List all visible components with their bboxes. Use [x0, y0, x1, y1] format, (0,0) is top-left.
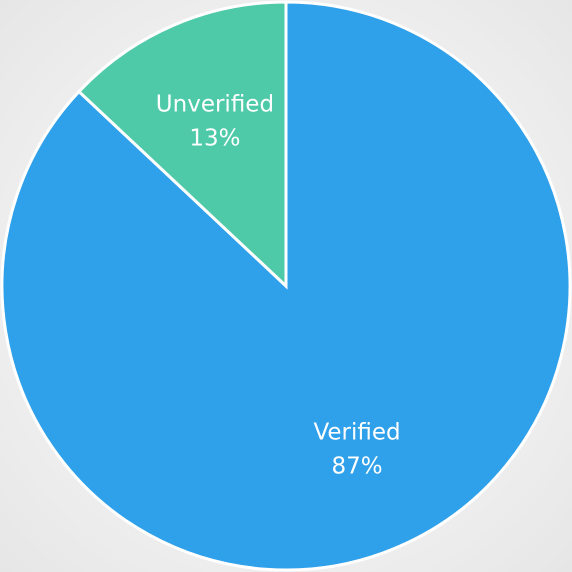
- slice-value: 87%: [331, 454, 382, 480]
- slice-label: Unverified: [156, 91, 274, 117]
- slice-value: 13%: [189, 125, 240, 151]
- pie-slice: [76, 0, 288, 290]
- slice-label: Verified: [313, 420, 400, 446]
